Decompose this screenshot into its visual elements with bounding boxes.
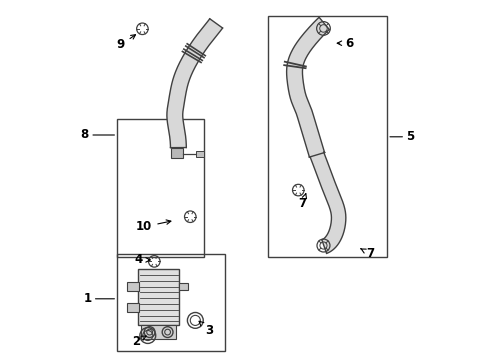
Bar: [171, 148, 183, 158]
Text: 1: 1: [83, 292, 91, 305]
Polygon shape: [167, 19, 222, 148]
Bar: [127, 303, 139, 312]
Text: 9: 9: [117, 35, 136, 51]
Text: 7: 7: [361, 247, 374, 260]
Text: 5: 5: [407, 130, 415, 143]
Bar: [117, 119, 204, 257]
Polygon shape: [287, 17, 329, 157]
Bar: [127, 282, 139, 291]
Bar: [141, 325, 176, 338]
Text: 6: 6: [337, 37, 353, 50]
Text: 3: 3: [199, 321, 213, 337]
Text: 8: 8: [81, 129, 89, 141]
Bar: [269, 16, 387, 257]
Text: 10: 10: [136, 220, 171, 233]
Text: 4: 4: [135, 253, 150, 266]
Bar: [179, 283, 188, 290]
Text: 7: 7: [298, 194, 307, 210]
Bar: [138, 269, 179, 325]
Bar: [117, 254, 225, 351]
Bar: [196, 151, 204, 157]
Text: 2: 2: [132, 335, 146, 348]
Polygon shape: [310, 152, 346, 253]
